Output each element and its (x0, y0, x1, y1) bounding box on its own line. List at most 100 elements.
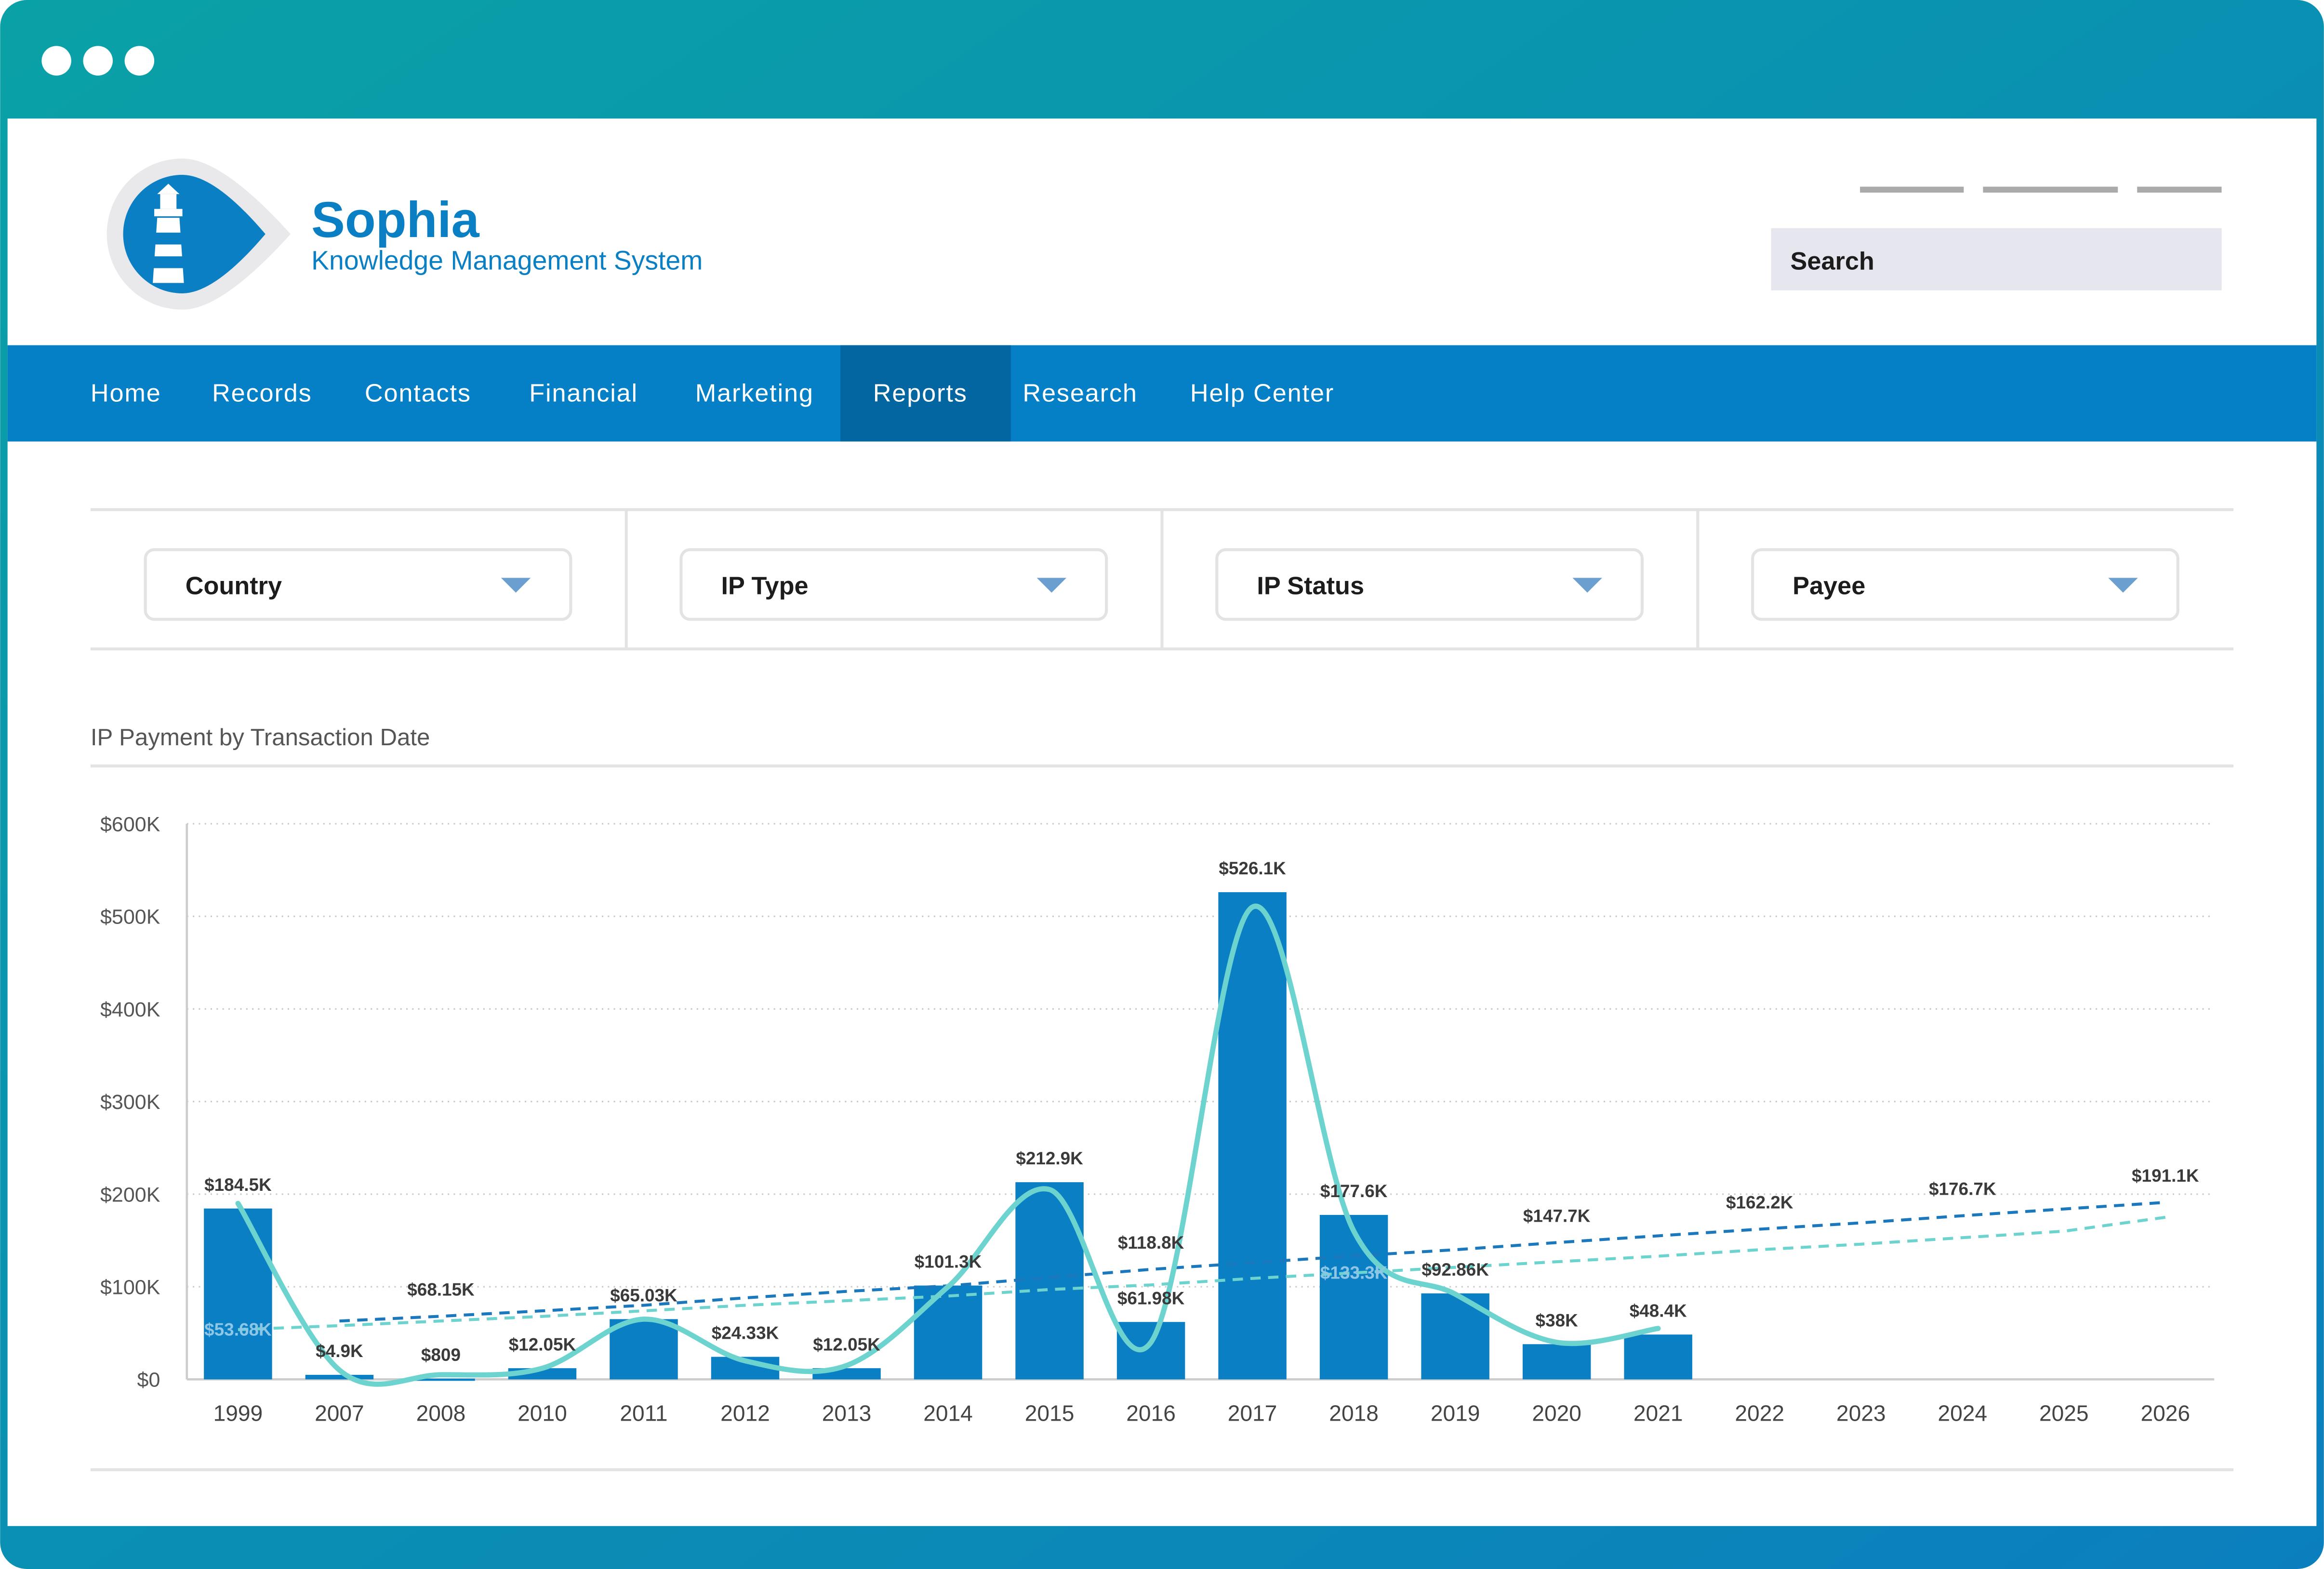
y-tick-label: $100K (100, 1276, 160, 1299)
y-tick-label: $600K (100, 813, 160, 836)
nav-item-reports[interactable]: Reports (840, 345, 1011, 442)
nav-item-marketing[interactable]: Marketing (695, 379, 814, 407)
x-tick-label: 1999 (213, 1400, 263, 1425)
bar-1999[interactable] (204, 1208, 272, 1380)
nav-item-label: Records (212, 379, 312, 407)
ip-payment-chart: $0 $100K $200K $300K $400K $500K $600K 1999 2007… (100, 813, 2215, 1425)
bar-2015[interactable] (1015, 1182, 1084, 1380)
filter-country-select[interactable]: Country (144, 548, 572, 621)
filter-label: IP Type (721, 572, 809, 600)
window-dot-2[interactable] (83, 46, 113, 76)
nav-item-contacts[interactable]: Contacts (365, 379, 471, 407)
x-tick-label: 2015 (1025, 1400, 1075, 1425)
search-input[interactable] (1771, 228, 2222, 290)
filter-box (679, 548, 1108, 621)
filter-payee-select[interactable]: Payee (1751, 548, 2179, 621)
nav-item-records[interactable]: Records (212, 379, 312, 407)
trend-line-light (238, 1215, 2166, 1332)
nav-item-help-center[interactable]: Help Center (1190, 379, 1334, 407)
x-tick-label: 2010 (518, 1400, 567, 1425)
nav-item-label: Contacts (365, 379, 471, 407)
bar-data-label: $526.1K (1219, 858, 1286, 878)
x-tick-label: 2012 (720, 1400, 770, 1425)
top-link-3[interactable] (2137, 186, 2222, 193)
nav-item-label: Marketing (695, 379, 814, 407)
smooth-line (235, 903, 1661, 1387)
bar-data-label: $12.05K (509, 1334, 576, 1354)
trend-data-label: $176.7K (1929, 1179, 1996, 1199)
search-label: Search (1791, 248, 1874, 276)
bar-2008[interactable] (407, 1378, 475, 1381)
filter-row: Country IP Type IP Status Payee (144, 509, 2179, 649)
bar-2018[interactable] (1319, 1214, 1388, 1380)
main-nav: Home Records Contacts Financial Marketing Rep… (91, 345, 1334, 442)
x-tick-label: 2026 (2140, 1400, 2190, 1425)
filter-box (1751, 548, 2179, 621)
y-tick-label: $200K (100, 1183, 160, 1206)
nav-active-highlight (840, 345, 1011, 442)
trend-line-dark (339, 1200, 2165, 1323)
bar-2021[interactable] (1624, 1334, 1692, 1380)
bar-data-label: $177.6K (1320, 1181, 1388, 1201)
x-tick-label: 2013 (822, 1400, 872, 1425)
bar-2014[interactable] (914, 1285, 983, 1380)
trend-light-data-label: $133.3K (1320, 1263, 1388, 1283)
nav-item-financial[interactable]: Financial (529, 379, 638, 407)
x-tick-label: 2020 (1532, 1400, 1581, 1425)
trend-data-label: $147.7K (1523, 1206, 1591, 1226)
y-tick-label: $500K (100, 906, 160, 929)
trend-data-label: $118.8K (1118, 1233, 1184, 1253)
bar-data-label: $61.98K (1117, 1288, 1185, 1308)
app-name: Sophia (311, 192, 479, 248)
window-dot-3[interactable] (124, 46, 155, 76)
x-tick-label: 2008 (416, 1400, 466, 1425)
chevron-down-icon (1036, 578, 1067, 593)
bar-2011[interactable] (610, 1319, 678, 1380)
window-dot-1[interactable] (41, 46, 71, 76)
x-tick-label: 2021 (1633, 1400, 1683, 1425)
bar-data-label: $38K (1536, 1310, 1579, 1330)
chevron-down-icon (2108, 578, 2138, 593)
trend-data-label: $191.1K (2132, 1166, 2199, 1186)
bar-2016[interactable] (1116, 1322, 1185, 1380)
x-tick-label: 2011 (620, 1400, 667, 1425)
nav-bar (7, 345, 2317, 442)
bar-data-label: $24.33K (712, 1323, 779, 1343)
bar-2007[interactable] (305, 1374, 374, 1380)
filter-label: Country (186, 572, 282, 600)
x-tick-label: 2019 (1431, 1400, 1480, 1425)
filter-box (144, 548, 572, 621)
bar-data-label: $48.4K (1630, 1301, 1687, 1320)
nav-item-label: Research (1023, 379, 1137, 407)
bar-2020[interactable] (1522, 1344, 1591, 1380)
filter-ip-type-select[interactable]: IP Type (679, 548, 1108, 621)
y-tick-label: $400K (100, 998, 160, 1021)
x-tick-label: 2014 (923, 1400, 973, 1425)
trend-data-label: $162.2K (1726, 1192, 1793, 1212)
nav-item-research[interactable]: Research (1023, 379, 1137, 407)
x-tick-label: 2022 (1735, 1400, 1784, 1425)
nav-item-label: Help Center (1190, 379, 1334, 407)
x-tick-label: 2023 (1836, 1400, 1886, 1425)
y-tick-label: $0 (137, 1369, 160, 1392)
nav-item-home[interactable]: Home (91, 379, 161, 407)
filter-box (1215, 548, 1644, 621)
x-tick-label: 2007 (315, 1400, 364, 1425)
nav-item-label: Home (91, 379, 161, 407)
filter-label: IP Status (1257, 572, 1364, 600)
bar-data-label: $92.86K (1421, 1260, 1489, 1279)
nav-item-label: Reports (873, 379, 968, 407)
top-link-1[interactable] (1860, 186, 1964, 193)
y-tick-label: $300K (100, 1091, 160, 1114)
app-subtitle: Knowledge Management System (311, 246, 703, 276)
top-link-2[interactable] (1983, 186, 2118, 193)
bar-data-label: $12.05K (813, 1334, 880, 1354)
trend-data-label: $68.15K (407, 1279, 475, 1299)
x-tick-label: 2017 (1228, 1400, 1277, 1425)
x-tick-label: 2025 (2039, 1400, 2089, 1425)
filter-ip-status-select[interactable]: IP Status (1215, 548, 1644, 621)
lighthouse-logo-icon (106, 158, 291, 310)
bar-data-label: $809 (421, 1345, 461, 1365)
